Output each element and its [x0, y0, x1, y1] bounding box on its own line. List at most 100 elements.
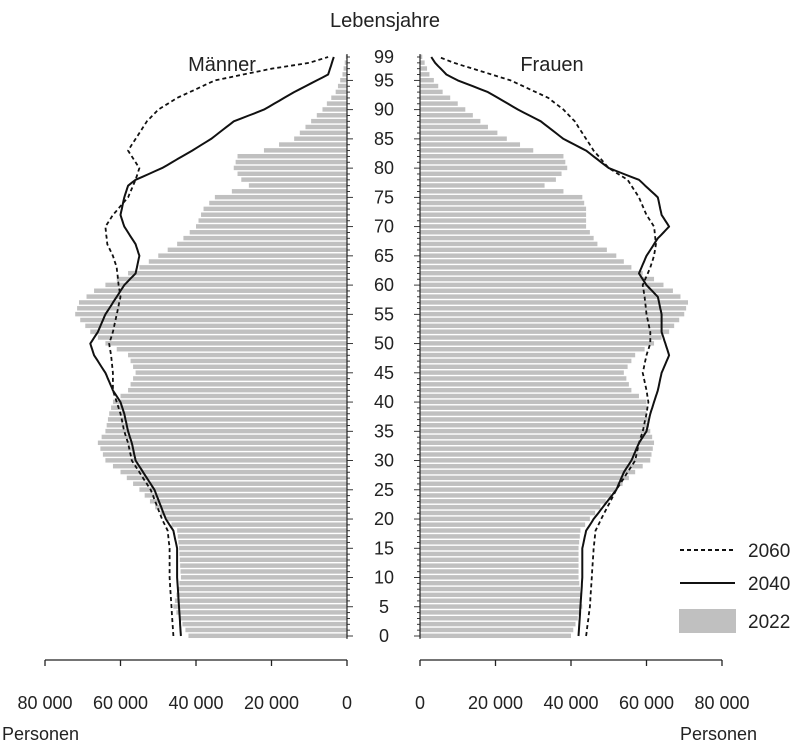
bar-female-2022 [420, 77, 434, 83]
line-2060-female [438, 56, 657, 637]
bar-female-2022 [420, 352, 636, 358]
bar-male-2022 [139, 487, 347, 492]
age-tick-label: 85 [374, 129, 394, 149]
bar-male-2022 [165, 516, 347, 522]
bar-female-2022 [420, 235, 594, 241]
age-tick-label: 50 [374, 334, 394, 354]
bar-female-2022 [420, 510, 596, 516]
bar-male-2022 [183, 235, 347, 241]
bar-male-2022 [311, 118, 347, 124]
bar-male-2022 [133, 364, 347, 369]
bar-male-2022 [299, 130, 347, 136]
bar-male-2022 [326, 101, 347, 106]
bar-female-2022 [420, 276, 655, 282]
bar-male-2022 [248, 183, 347, 188]
age-tick-label: 95 [374, 70, 394, 90]
bar-female-2022 [420, 405, 647, 410]
bar-female-2022 [420, 370, 624, 375]
bar-male-2022 [155, 504, 347, 510]
bar-female-2022 [420, 136, 507, 141]
bar-male-2022 [130, 358, 347, 364]
bar-male-2022 [237, 154, 347, 159]
bar-male-2022 [316, 113, 347, 118]
bar-male-2022 [177, 586, 347, 592]
bar-female-2022 [420, 165, 568, 171]
legend-label-2022: 2022 [748, 612, 790, 633]
bar-female-2022 [420, 183, 545, 188]
bar-male-2022 [185, 627, 347, 633]
bar-female-2022 [420, 481, 623, 486]
bar-male-2022 [322, 107, 347, 112]
bar-male-2022 [179, 557, 347, 562]
bar-female-2022 [420, 627, 574, 633]
bar-male-2022 [344, 60, 347, 65]
legend: 2060 2040 2022 [679, 541, 790, 633]
bar-female-2022 [420, 545, 579, 551]
bar-male-2022 [176, 592, 347, 598]
age-tick-label: 90 [374, 100, 394, 120]
bar-male-2022 [149, 499, 347, 504]
age-tick-label: 65 [374, 246, 394, 266]
bar-female-2022 [420, 633, 571, 639]
age-tick-label: 45 [374, 363, 394, 383]
bar-male-2022 [97, 335, 347, 340]
age-tick-label: 70 [374, 217, 394, 237]
bar-male-2022 [177, 528, 347, 533]
bar-male-2022 [180, 563, 347, 568]
bar-female-2022 [420, 66, 428, 71]
bar-female-2022 [420, 528, 581, 533]
bar-female-2022 [420, 335, 662, 340]
bar-male-2022 [188, 633, 347, 639]
bar-female-2022 [420, 575, 579, 580]
bar-female-2022 [420, 393, 639, 399]
bar-female-2022 [420, 423, 650, 428]
bar-male-2022 [167, 247, 347, 253]
bar-male-2022 [111, 405, 347, 410]
bar-female-2022 [420, 171, 562, 176]
bar-male-2022 [148, 259, 347, 264]
bar-female-2022 [420, 569, 579, 574]
bar-female-2022 [420, 142, 521, 147]
bar-male-2022 [97, 440, 347, 446]
bar-male-2022 [177, 241, 347, 247]
bar-female-2022 [420, 563, 579, 568]
bar-female-2022 [420, 306, 687, 311]
projection-lines [89, 56, 671, 637]
bar-female-2022 [420, 130, 498, 136]
bar-female-2022 [420, 458, 651, 463]
bar-male-2022 [77, 306, 348, 311]
bar-male-2022 [176, 610, 347, 615]
bar-male-2022 [75, 311, 347, 317]
bar-female-2022 [420, 60, 425, 65]
bar-male-2022 [279, 142, 347, 147]
bar-female-2022 [420, 118, 481, 124]
bar-female-2022 [420, 417, 648, 422]
bar-male-2022 [179, 616, 347, 621]
bar-female-2022 [420, 516, 590, 522]
bar-male-2022 [241, 177, 347, 182]
bar-male-2022 [135, 370, 347, 375]
bar-male-2022 [263, 148, 347, 153]
bar-male-2022 [106, 423, 348, 428]
bar-female-2022 [420, 212, 587, 217]
bar-female-2022 [420, 428, 651, 434]
bar-male-2022 [130, 382, 347, 387]
bar-female-2022 [420, 522, 586, 527]
bar-female-2022 [420, 124, 488, 130]
bar-male-2022 [144, 493, 347, 498]
bar-male-2022 [174, 598, 347, 603]
panel-title-right: Frauen [520, 54, 583, 76]
bar-female-2022 [420, 206, 587, 212]
x-tick-label-right: 80 000 [694, 693, 749, 713]
bar-female-2022 [420, 341, 655, 346]
bar-male-2022 [158, 253, 347, 258]
bar-female-2022 [420, 247, 607, 253]
bar-female-2022 [420, 399, 647, 405]
bar-male-2022 [116, 276, 347, 282]
bar-male-2022 [209, 200, 347, 206]
bar-female-2022 [420, 177, 556, 182]
bar-female-2022 [420, 604, 583, 609]
bar-male-2022 [101, 434, 347, 440]
bar-male-2022 [343, 66, 347, 71]
